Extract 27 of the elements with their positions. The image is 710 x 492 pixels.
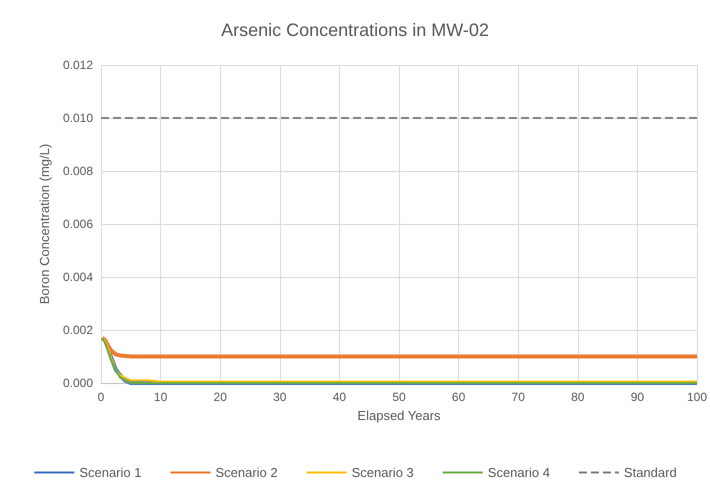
x-tick-label: 100 <box>686 390 708 404</box>
x-tick-label: 50 <box>392 390 406 404</box>
y-tick-label: 0.002 <box>62 323 94 337</box>
y-tick-label: 0.006 <box>62 217 94 231</box>
y-tick-label: 0.000 <box>62 376 94 390</box>
x-tick-label: 20 <box>214 390 228 404</box>
x-tick-label: 60 <box>452 390 466 404</box>
y-tick-label: 0.004 <box>62 270 94 284</box>
legend-label: Scenario 2 <box>215 465 278 480</box>
line-series <box>100 336 699 358</box>
x-tick-label: 0 <box>98 390 105 404</box>
x-tick-label: 40 <box>332 390 346 404</box>
legend-label: Standard <box>624 465 677 480</box>
y-tick-label: 0.008 <box>62 164 94 178</box>
x-tick-label: 80 <box>571 390 585 404</box>
y-tick-label: 0.012 <box>62 58 94 72</box>
legend-label: Scenario 4 <box>488 465 550 480</box>
x-tick-label: 10 <box>154 390 168 404</box>
x-tick-label: 30 <box>273 390 287 404</box>
y-axis-title: Boron Concentration (mg/L) <box>37 144 52 304</box>
x-tick-label: 70 <box>512 390 526 404</box>
chart-title: Arsenic Concentrations in MW-02 <box>221 20 489 40</box>
y-tick-label: 0.010 <box>62 111 94 125</box>
legend-label: Scenario 3 <box>352 465 414 480</box>
x-tick-label: 90 <box>630 390 644 404</box>
legend-label: Scenario 1 <box>79 465 142 480</box>
x-axis-title: Elapsed Years <box>357 408 442 423</box>
